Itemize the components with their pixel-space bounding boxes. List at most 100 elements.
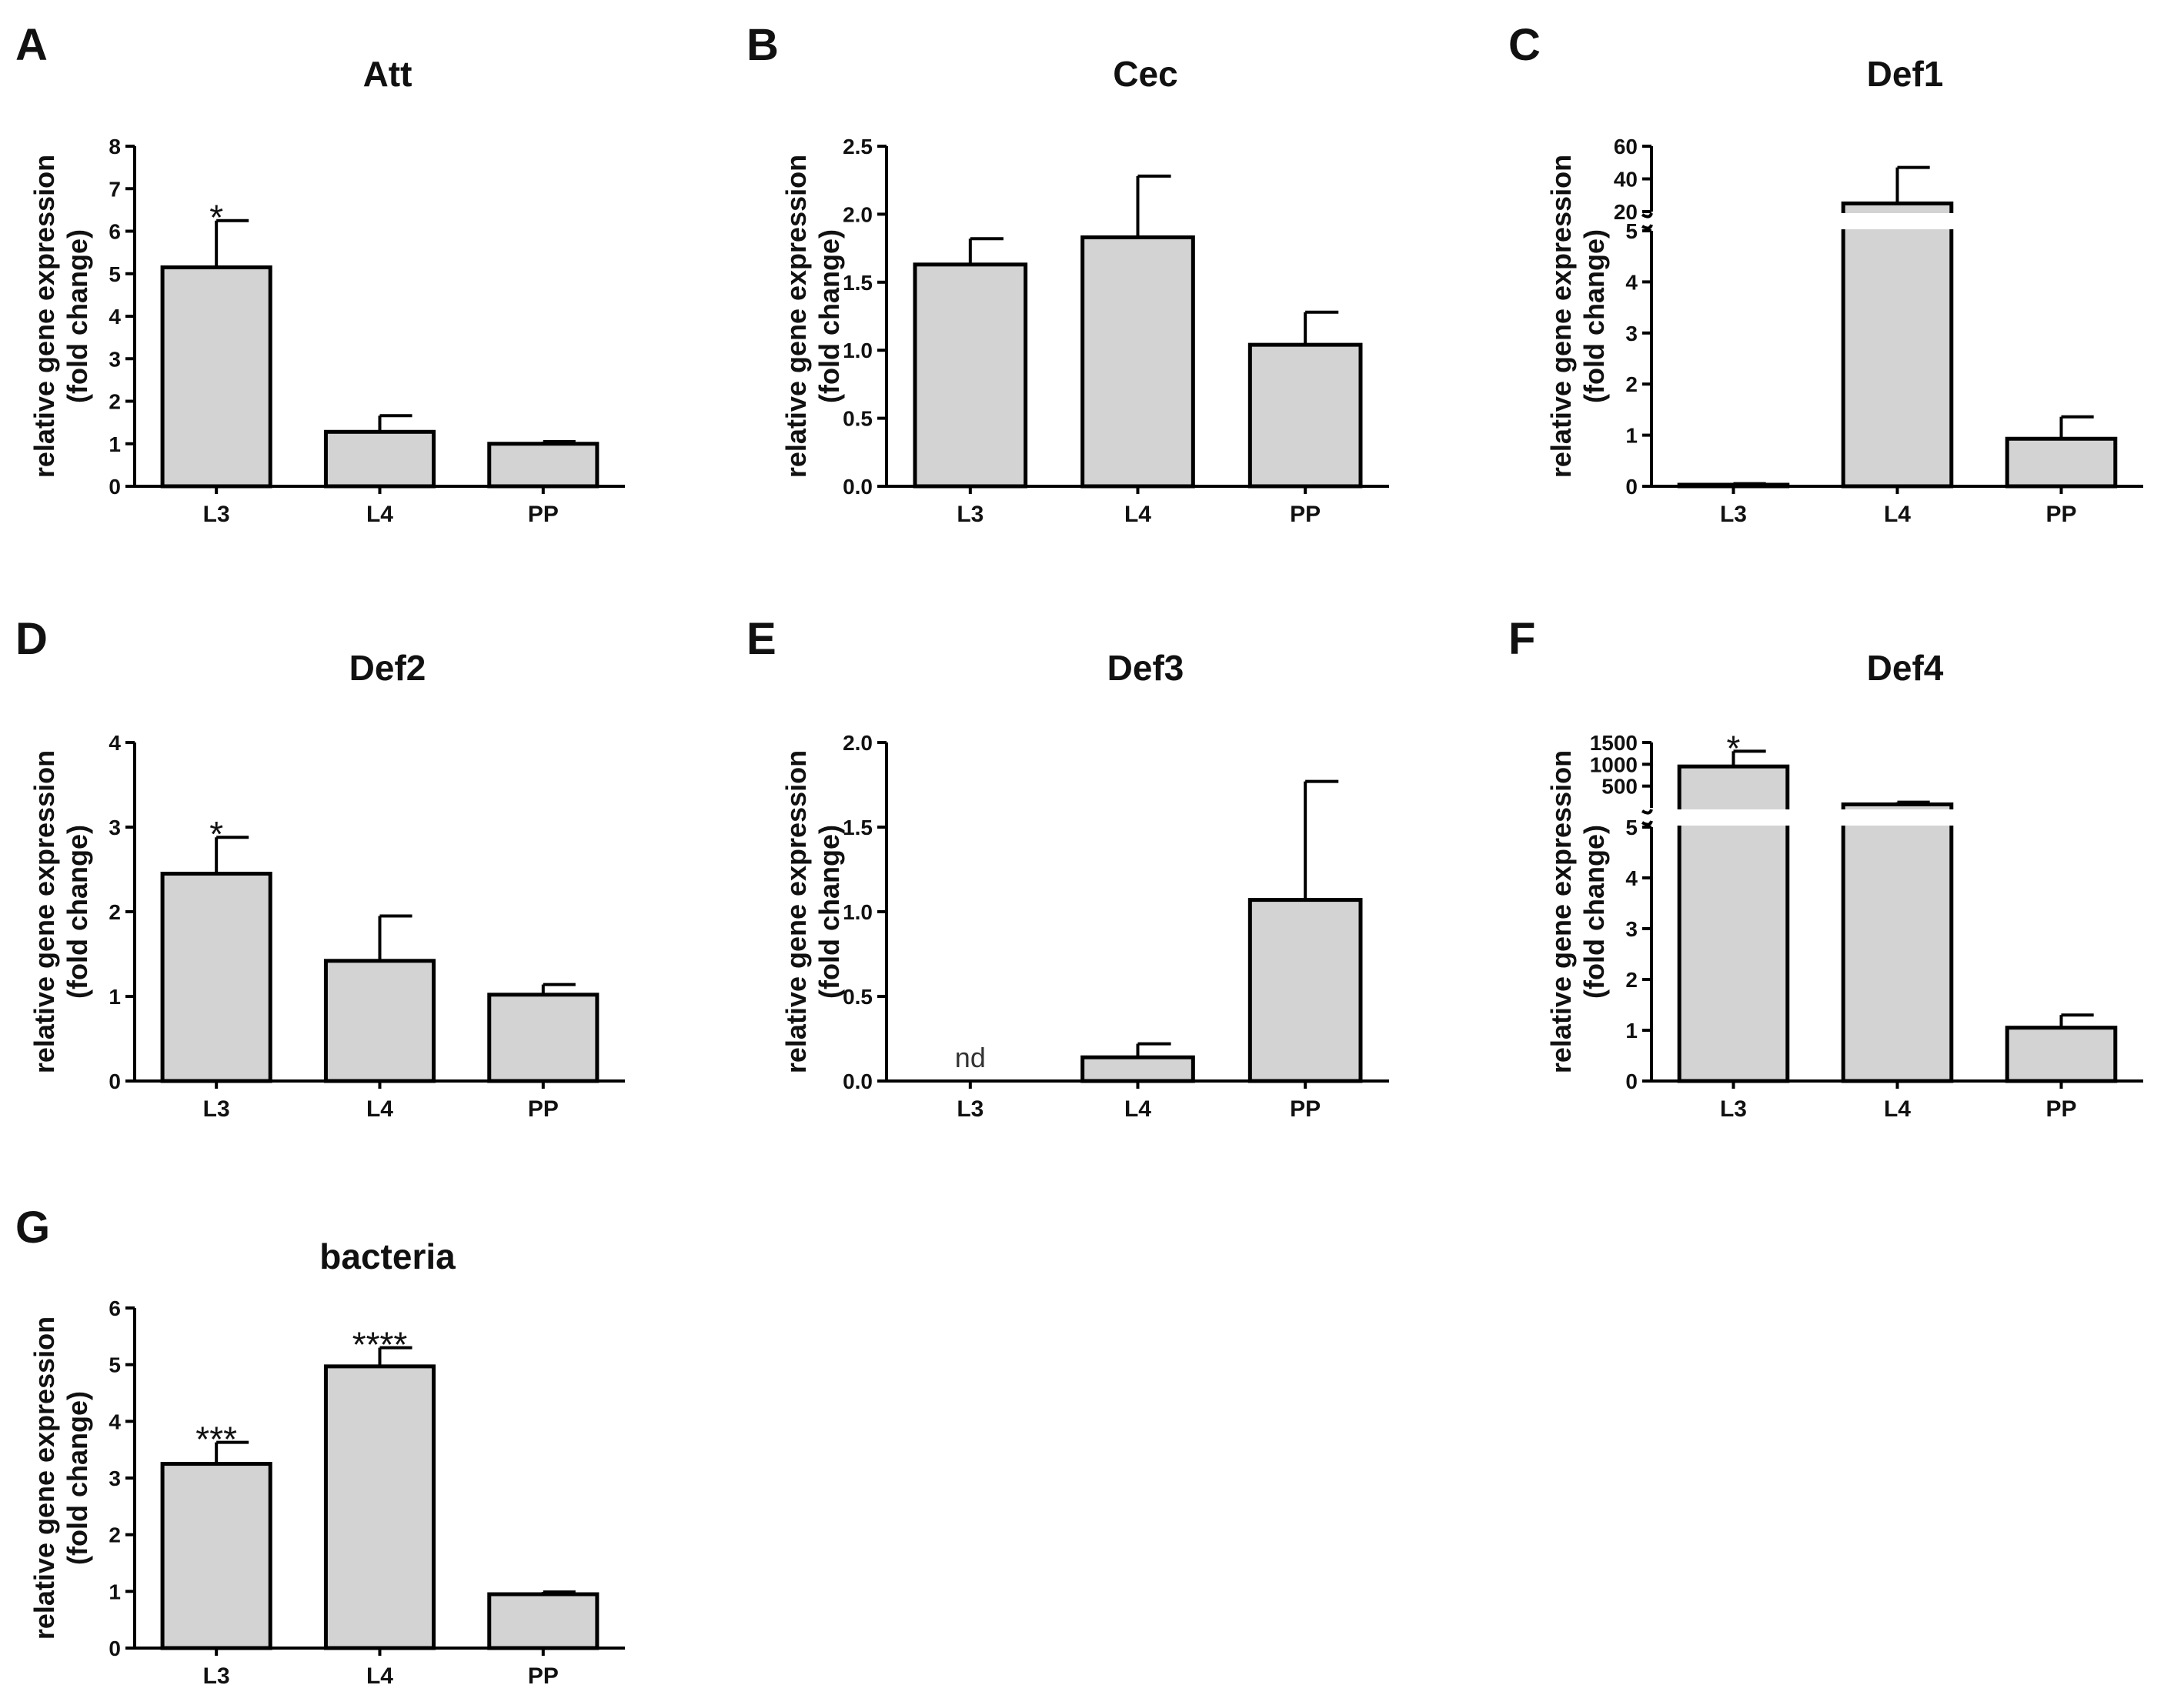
- panel-g-ytick-label: 0: [109, 1637, 121, 1660]
- panel-a-ytick-label: 5: [109, 262, 121, 286]
- panel-c-axis-break-mark-lower: [1641, 224, 1653, 230]
- panel-b-xtick-label: L3: [957, 502, 983, 527]
- panel-g-ytick-label: 5: [109, 1353, 121, 1377]
- panel-d-xtick-label: L3: [203, 1096, 230, 1122]
- panel-b-ytick-label: 0.5: [843, 407, 873, 431]
- panel-e-xtick-label: L3: [957, 1096, 983, 1122]
- panel-f-axis-break-mark-lower: [1641, 820, 1653, 826]
- panel-d-ytick-label: 4: [109, 731, 121, 755]
- panel-g-xtick-label: L3: [203, 1663, 230, 1689]
- panel-f-bar-l4: [1841, 802, 1954, 1083]
- panel-a-ytick-label: 0: [109, 475, 121, 499]
- panel-g-title: bacteria: [319, 1236, 456, 1276]
- panel-a: A Att relative gene expression (fold change…: [15, 20, 625, 527]
- panel-b-xtick-label: L4: [1124, 502, 1151, 527]
- panel-e-nd-label: nd: [955, 1042, 986, 1073]
- panel-e-ytick-label: 1.0: [843, 900, 873, 924]
- panel-d-significance-label: *: [209, 814, 223, 854]
- panel-g-ytick-label: 6: [109, 1296, 121, 1320]
- panel-b-title: Cec: [1113, 54, 1177, 94]
- panel-b-ytick-label: 1.0: [843, 339, 873, 362]
- panel-g-bar-pp: [487, 1592, 599, 1650]
- panel-c-title: Def1: [1867, 54, 1944, 94]
- panel-e-ylabel-line2: (fold change): [813, 825, 845, 999]
- panel-d-ytick-label: 3: [109, 816, 121, 839]
- panel-b-ylabel-line2: (fold change): [813, 229, 845, 403]
- panel-b-ytick-label: 2.0: [843, 202, 873, 226]
- panel-c-ytick-label: 2: [1625, 372, 1638, 396]
- panel-a-ytick-label: 4: [109, 305, 121, 329]
- panel-d-bar-pp: [487, 993, 599, 1083]
- panel-a-ytick-label: 7: [109, 177, 121, 201]
- panel-e-letter: E: [746, 614, 776, 664]
- panel-g-letter: G: [15, 1203, 50, 1253]
- panel-f-xtick-label: PP: [2045, 1096, 2076, 1122]
- panel-f-bar-break-gap: [1840, 809, 1955, 826]
- panel-e-ytick-label: 0.5: [843, 985, 873, 1009]
- panel-a-xtick-label: PP: [528, 502, 559, 527]
- panel-a-letter: A: [15, 20, 48, 70]
- panel-d-title: Def2: [349, 648, 426, 688]
- panel-c-ylabel-line1: relative gene expression: [1545, 155, 1577, 478]
- panel-a-ylabel-line1: relative gene expression: [28, 155, 60, 478]
- panel-d-letter: D: [15, 614, 48, 664]
- panel-c-bar-l3: [1677, 482, 1790, 489]
- panel-g-bar-l4: [323, 1364, 436, 1650]
- panel-d-ylabel-line1: relative gene expression: [28, 750, 60, 1073]
- panel-a-ytick-label: 8: [109, 135, 121, 158]
- panel-f-significance-label: *: [1727, 728, 1741, 768]
- panel-f-axis-break-mark-upper: [1641, 809, 1653, 815]
- panel-b-ytick-label: 0.0: [843, 475, 873, 499]
- panel-d: D Def2 relative gene expression (fold chang…: [15, 614, 625, 1122]
- panel-f-ylabel-line1: relative gene expression: [1545, 750, 1577, 1073]
- panel-d-ytick-label: 2: [109, 900, 121, 924]
- panel-a-ytick-label: 1: [109, 432, 121, 456]
- panel-f-bar-pp: [2005, 1026, 2118, 1083]
- panel-d-bar-l3: [160, 872, 272, 1083]
- panel-b-bar-pp: [1247, 342, 1363, 489]
- panel-d-ytick-label: 0: [109, 1069, 121, 1093]
- panel-a-xtick-label: L4: [366, 502, 393, 527]
- panel-g-ytick-label: 4: [109, 1410, 121, 1433]
- panel-f-title: Def4: [1867, 648, 1944, 688]
- panel-c-letter: C: [1508, 20, 1541, 70]
- panel-b-xtick-label: PP: [1290, 502, 1321, 527]
- panel-a-bar-l3: [160, 265, 272, 489]
- panel-g-ylabel-line2: (fold change): [62, 1391, 93, 1565]
- panel-f-xtick-label: L3: [1720, 1096, 1747, 1122]
- panel-f-ylabel-line2: (fold change): [1578, 825, 1610, 999]
- panel-f-upper-ytick-label: 500: [1601, 775, 1638, 799]
- panel-g-significance-label: ***: [195, 1420, 237, 1460]
- panel-a-ylabel-line2: (fold change): [62, 229, 93, 403]
- panel-f-upper-ytick-label: 1500: [1590, 731, 1638, 755]
- panel-f-ytick-label: 1: [1625, 1019, 1638, 1043]
- panel-g-xtick-label: PP: [528, 1663, 559, 1689]
- panel-e-ytick-label: 0.0: [843, 1069, 873, 1093]
- panel-c-ytick-label: 4: [1625, 270, 1638, 294]
- panel-c-upper-ytick-label: 20: [1614, 200, 1638, 224]
- panel-g-xtick-label: L4: [366, 1663, 393, 1689]
- panel-b-letter: B: [746, 20, 779, 70]
- panel-c-upper-ytick-label: 60: [1614, 135, 1638, 158]
- panel-c: C Def1 relative gene expression (fold chang…: [1508, 20, 2143, 527]
- panel-f-ytick-label: 2: [1625, 968, 1638, 992]
- panel-g-ytick-label: 1: [109, 1580, 121, 1603]
- panel-c-upper-ytick-label: 40: [1614, 168, 1638, 192]
- panel-f-ytick-label: 5: [1625, 816, 1638, 839]
- panel-e-xtick-label: PP: [1290, 1096, 1321, 1122]
- panel-g-bar-l3: [160, 1462, 272, 1650]
- panel-e-ylabel-line1: relative gene expression: [780, 750, 812, 1073]
- panel-g-ytick-label: 2: [109, 1523, 121, 1547]
- panel-g-ytick-label: 3: [109, 1466, 121, 1490]
- panel-b-ytick-label: 1.5: [843, 271, 873, 295]
- panel-c-xtick-label: PP: [2045, 502, 2076, 527]
- panel-c-xtick-label: L4: [1884, 502, 1911, 527]
- panel-e-ytick-label: 2.0: [843, 731, 873, 755]
- panel-c-ytick-label: 0: [1625, 475, 1638, 499]
- panel-b: B Cec relative gene expression (fold change…: [746, 20, 1389, 527]
- panel-g-significance-label: ****: [352, 1325, 408, 1365]
- panel-a-ytick-label: 2: [109, 390, 121, 414]
- panel-e-title: Def3: [1107, 648, 1184, 688]
